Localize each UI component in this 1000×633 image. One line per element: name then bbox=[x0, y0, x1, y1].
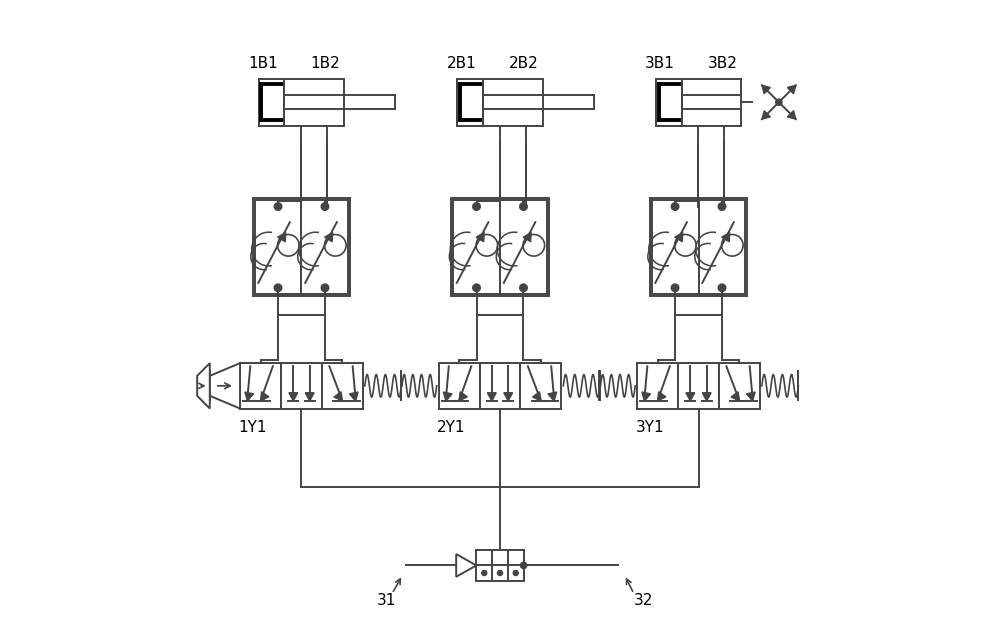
Polygon shape bbox=[504, 392, 513, 401]
Bar bbox=[253, 198, 350, 296]
Polygon shape bbox=[305, 392, 314, 401]
Polygon shape bbox=[686, 392, 695, 401]
Polygon shape bbox=[523, 232, 531, 242]
Circle shape bbox=[520, 203, 527, 210]
Polygon shape bbox=[533, 392, 541, 401]
Text: 1B2: 1B2 bbox=[310, 56, 340, 71]
Bar bbox=[650, 198, 747, 296]
Circle shape bbox=[473, 284, 480, 292]
Polygon shape bbox=[210, 363, 240, 408]
Bar bbox=[656, 78, 741, 126]
Circle shape bbox=[482, 570, 487, 575]
Polygon shape bbox=[787, 111, 796, 119]
Polygon shape bbox=[487, 392, 496, 401]
Bar bbox=[480, 363, 520, 408]
Text: 31: 31 bbox=[377, 592, 397, 608]
Bar bbox=[476, 550, 524, 580]
Polygon shape bbox=[245, 392, 253, 401]
Polygon shape bbox=[476, 232, 484, 242]
Circle shape bbox=[671, 203, 679, 210]
Polygon shape bbox=[334, 392, 342, 401]
Bar bbox=[322, 363, 363, 408]
Circle shape bbox=[321, 284, 329, 292]
Bar bbox=[500, 200, 547, 294]
Polygon shape bbox=[747, 392, 755, 401]
Text: 3B2: 3B2 bbox=[707, 56, 737, 71]
Polygon shape bbox=[548, 392, 557, 401]
Circle shape bbox=[513, 570, 518, 575]
Polygon shape bbox=[289, 392, 298, 401]
Polygon shape bbox=[787, 85, 796, 94]
Circle shape bbox=[274, 284, 282, 292]
Polygon shape bbox=[443, 392, 452, 401]
Bar bbox=[457, 78, 483, 126]
Polygon shape bbox=[456, 554, 476, 577]
Bar bbox=[652, 200, 699, 294]
Bar bbox=[453, 200, 500, 294]
Polygon shape bbox=[349, 392, 358, 401]
Bar bbox=[678, 363, 719, 408]
Polygon shape bbox=[642, 392, 651, 401]
Text: 2Y1: 2Y1 bbox=[437, 420, 466, 435]
Text: 3Y1: 3Y1 bbox=[636, 420, 664, 435]
Polygon shape bbox=[197, 363, 210, 408]
Polygon shape bbox=[675, 232, 683, 242]
Circle shape bbox=[671, 284, 679, 292]
Bar bbox=[699, 200, 745, 294]
Polygon shape bbox=[325, 232, 333, 242]
Bar bbox=[301, 200, 348, 294]
Bar bbox=[637, 363, 678, 408]
Bar bbox=[719, 363, 760, 408]
Bar bbox=[439, 363, 480, 408]
Polygon shape bbox=[261, 392, 269, 401]
Bar bbox=[255, 200, 301, 294]
Text: 2B1: 2B1 bbox=[447, 56, 477, 71]
Polygon shape bbox=[722, 232, 730, 242]
Bar bbox=[281, 363, 322, 408]
Polygon shape bbox=[731, 392, 739, 401]
Bar bbox=[259, 78, 284, 126]
Text: 32: 32 bbox=[634, 592, 653, 608]
Circle shape bbox=[520, 562, 527, 568]
Bar bbox=[240, 363, 281, 408]
Bar bbox=[259, 78, 344, 126]
Bar bbox=[457, 78, 543, 126]
Circle shape bbox=[497, 570, 503, 575]
Circle shape bbox=[321, 203, 329, 210]
Circle shape bbox=[520, 284, 527, 292]
Polygon shape bbox=[459, 392, 467, 401]
Polygon shape bbox=[658, 392, 666, 401]
Bar bbox=[520, 363, 561, 408]
Circle shape bbox=[718, 203, 726, 210]
Text: 3B1: 3B1 bbox=[645, 56, 675, 71]
Text: 1B1: 1B1 bbox=[248, 56, 278, 71]
Polygon shape bbox=[762, 111, 770, 119]
Bar bbox=[451, 198, 549, 296]
Polygon shape bbox=[762, 85, 770, 94]
Polygon shape bbox=[278, 232, 286, 242]
Text: 1Y1: 1Y1 bbox=[239, 420, 267, 435]
Circle shape bbox=[718, 284, 726, 292]
Circle shape bbox=[776, 99, 782, 105]
Bar bbox=[656, 78, 682, 126]
Polygon shape bbox=[702, 392, 711, 401]
Circle shape bbox=[274, 203, 282, 210]
Circle shape bbox=[473, 203, 480, 210]
Text: 2B2: 2B2 bbox=[509, 56, 539, 71]
